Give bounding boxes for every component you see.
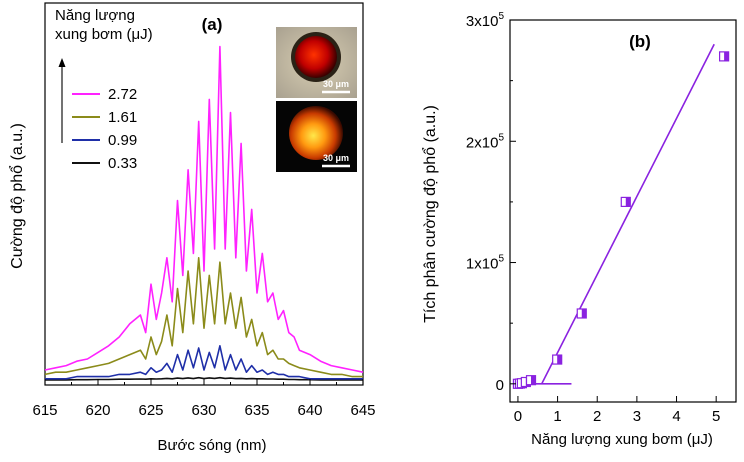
panel-b-ytick-base: 3x10 [466, 13, 499, 30]
data-point-fill [581, 308, 587, 318]
panel-b-xlabel: Năng lượng xung bơm (μJ) [531, 431, 713, 448]
panel-b-ytick-label: 0 [496, 377, 504, 394]
data-point-fill [557, 355, 562, 365]
data-point [719, 51, 730, 62]
panel-b-ytick-label: 2x105 [466, 132, 505, 151]
panel-a-xtick-label: 635 [244, 402, 269, 419]
panel-b-ytick-exponent: 5 [498, 254, 504, 265]
panel-b-ylabel: Tích phân cường độ phổ (a.u.) [421, 105, 439, 323]
emission-glow [289, 106, 343, 160]
series-line-2 [45, 344, 363, 380]
scale-bar-bottom-label: 30 μm [323, 153, 349, 163]
data-point [620, 196, 631, 208]
panel-a-xlabel: Bước sóng (nm) [157, 437, 266, 454]
panel-b-ytick-base: 0 [496, 377, 504, 394]
series-line-3 [45, 376, 363, 381]
scale-bar-top-label: 30 μm [323, 79, 349, 89]
panel-b-label: (b) [629, 32, 651, 51]
panel-a-xtick-label: 625 [138, 402, 163, 419]
panel-b-ytick-base: 2x10 [466, 134, 499, 151]
data-point [552, 354, 563, 365]
legend-label-3: 0.33 [108, 155, 137, 172]
panel-b-xtick-label: 4 [672, 408, 680, 425]
panel-a: 615 620 625 630 635 640 645 (a) Bước sóng (nm)… [8, 2, 376, 454]
panel-b-ytick-label: 3x105 [466, 11, 505, 30]
panel-b-xtick-label: 0 [514, 408, 522, 425]
panel-b-frame [509, 19, 737, 403]
panel-a-label: (a) [202, 15, 223, 34]
legend-arrow-head [58, 58, 66, 67]
series-line-0 [44, 45, 364, 373]
legend-label-2: 0.99 [108, 132, 137, 149]
legend-title-line1: Năng lượng [55, 7, 135, 24]
legend-label-1: 1.61 [108, 109, 137, 126]
fit-line [541, 43, 715, 385]
inset-images: 30 μm 30 μm [276, 27, 357, 172]
panel-b-xtick-label: 1 [553, 408, 561, 425]
data-point [576, 308, 587, 319]
panel-a-xtick-label: 620 [85, 402, 110, 419]
panel-b-xtick-label: 2 [593, 408, 601, 425]
panel-a-legend: Năng lượng xung bơm (μJ) 2.72 1.61 0.99 0.3… [55, 7, 153, 172]
panel-b-ytick-exponent: 5 [498, 132, 504, 143]
panel-a-xtick-label: 615 [32, 402, 57, 419]
data-point-fill [625, 197, 631, 207]
microsphere [295, 36, 337, 78]
legend-label-0: 2.72 [108, 86, 137, 103]
panel-b-xtick-label: 3 [633, 408, 641, 425]
legend-title-line2: xung bơm (μJ) [55, 26, 153, 43]
data-point-fill [724, 51, 729, 61]
panel-b-ytick-label: 1x105 [466, 254, 505, 273]
panel-a-xtick-label: 645 [350, 402, 375, 419]
panel-b-ytick-base: 1x10 [466, 256, 499, 273]
panel-b-ytick-exponent: 5 [498, 11, 504, 22]
panel-a-xtick-label: 630 [191, 402, 216, 419]
data-point [525, 375, 537, 386]
data-point-fill [531, 375, 536, 385]
panel-b-xtick-label: 5 [712, 408, 720, 425]
panel-a-xtick-label: 640 [297, 402, 322, 419]
series-line-1 [44, 256, 363, 378]
panel-a-ylabel: Cường độ phổ (a.u.) [8, 123, 26, 269]
